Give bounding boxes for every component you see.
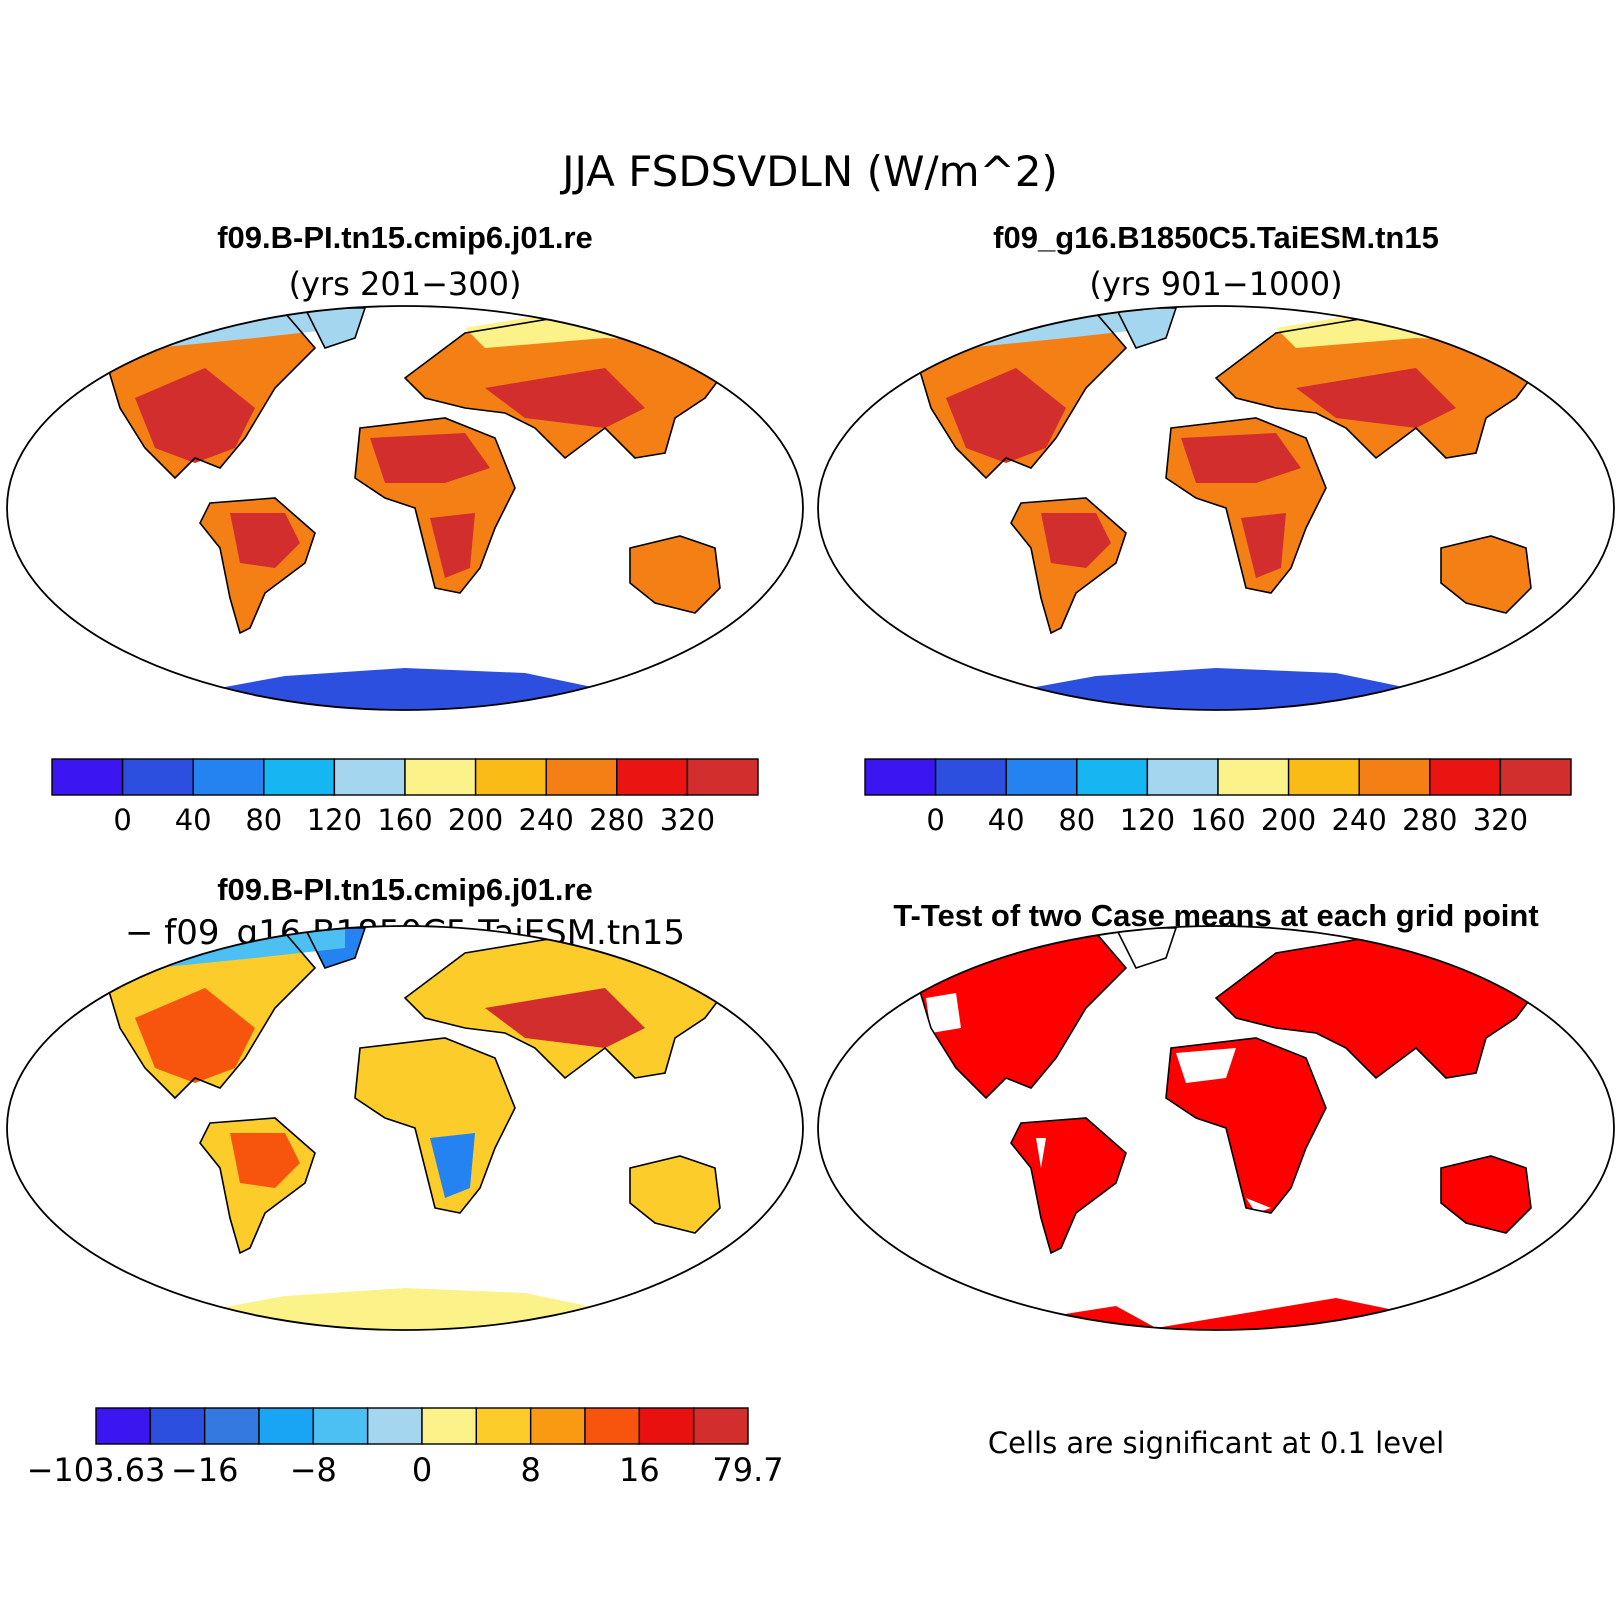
panel-title: f09_g16.B1850C5.TaiESM.tn15 bbox=[993, 220, 1439, 255]
panel-case1: f09.B-PI.tn15.cmip6.j01.re (yrs 201−300)… bbox=[6, 220, 804, 837]
colorbar-label: 280 bbox=[1402, 803, 1457, 837]
colorbar-label: 8 bbox=[520, 1451, 540, 1489]
colorbar-swatch bbox=[474, 758, 547, 796]
colorbar-label: 240 bbox=[1332, 803, 1387, 837]
colorbar-swatch bbox=[638, 1407, 695, 1445]
panel-case2: f09_g16.B1850C5.TaiESM.tn15 (yrs 901−100… bbox=[817, 220, 1615, 837]
panel-ttest: T-Test of two Case means at each grid po… bbox=[817, 898, 1615, 1460]
colorbar-label: 120 bbox=[1120, 803, 1175, 837]
colorbar-swatch bbox=[263, 758, 336, 796]
panel-subtitle: (yrs 901−1000) bbox=[1089, 265, 1342, 303]
significance-note: Cells are significant at 0.1 level bbox=[988, 1426, 1444, 1460]
panel-title: f09.B-PI.tn15.cmip6.j01.re bbox=[217, 872, 593, 907]
colorbar-swatch bbox=[51, 758, 124, 796]
colorbar-swatch bbox=[95, 1407, 152, 1445]
colorbar-case1: 0 40 80 120 160 200 240 280 320 bbox=[51, 758, 759, 837]
colorbar-swatch bbox=[1358, 758, 1431, 796]
colorbar-label: 320 bbox=[1473, 803, 1528, 837]
colorbar-swatch bbox=[864, 758, 937, 796]
colorbar-swatch bbox=[121, 758, 194, 796]
colorbar-label: 40 bbox=[175, 803, 212, 837]
colorbar-swatch bbox=[404, 758, 477, 796]
colorbar-swatch bbox=[333, 758, 406, 796]
figure-title: JJA FSDSVDLN (W/m^2) bbox=[559, 147, 1058, 196]
colorbar-swatch bbox=[192, 758, 265, 796]
map-case2 bbox=[818, 306, 1614, 710]
colorbar-swatch bbox=[366, 1407, 423, 1445]
map-case1 bbox=[7, 306, 803, 710]
colorbar-swatch bbox=[149, 1407, 206, 1445]
colorbar-swatch bbox=[1429, 758, 1502, 796]
colorbar-label: 0 bbox=[113, 803, 131, 837]
colorbar-label: 40 bbox=[988, 803, 1025, 837]
colorbar-label: −8 bbox=[290, 1451, 337, 1489]
colorbar-swatch bbox=[1146, 758, 1219, 796]
colorbar-swatch bbox=[1499, 758, 1572, 796]
colorbar-label: 16 bbox=[619, 1451, 660, 1489]
colorbar-swatch bbox=[1076, 758, 1149, 796]
colorbar-label: 80 bbox=[245, 803, 282, 837]
panel-subtitle: (yrs 201−300) bbox=[289, 265, 522, 303]
colorbar-label: 120 bbox=[307, 803, 362, 837]
colorbar-label: −103.63 bbox=[27, 1451, 166, 1489]
colorbar-swatch bbox=[421, 1407, 478, 1445]
colorbar-swatch bbox=[1005, 758, 1078, 796]
colorbar-swatch bbox=[203, 1407, 260, 1445]
colorbar-label: 320 bbox=[660, 803, 715, 837]
colorbar-swatch bbox=[616, 758, 689, 796]
panel-title: f09.B-PI.tn15.cmip6.j01.re bbox=[217, 220, 593, 255]
colorbar-swatch bbox=[1287, 758, 1360, 796]
panel-difference: f09.B-PI.tn15.cmip6.j01.re − f09_g16.B18… bbox=[6, 872, 804, 1489]
colorbar-label: 0 bbox=[412, 1451, 432, 1489]
colorbar-label: 160 bbox=[1190, 803, 1245, 837]
colorbar-label: 80 bbox=[1058, 803, 1095, 837]
map-difference bbox=[7, 926, 803, 1330]
colorbar-swatch bbox=[312, 1407, 369, 1445]
colorbar-swatch bbox=[692, 1407, 749, 1445]
colorbar-label: −16 bbox=[171, 1451, 239, 1489]
colorbar-swatch bbox=[584, 1407, 641, 1445]
colorbar-label: 79.7 bbox=[712, 1451, 783, 1489]
colorbar-label: 280 bbox=[589, 803, 644, 837]
colorbar-label: 160 bbox=[377, 803, 432, 837]
colorbar-swatch bbox=[934, 758, 1007, 796]
colorbar-label: 200 bbox=[448, 803, 503, 837]
colorbar-swatch bbox=[475, 1407, 532, 1445]
colorbar-swatch bbox=[1217, 758, 1290, 796]
colorbar-swatch bbox=[258, 1407, 315, 1445]
colorbar-label: 240 bbox=[519, 803, 574, 837]
colorbar-swatch bbox=[686, 758, 759, 796]
colorbar-case2: 0 40 80 120 160 200 240 280 320 bbox=[864, 758, 1572, 837]
colorbar-label: 200 bbox=[1261, 803, 1316, 837]
colorbar-swatch bbox=[545, 758, 618, 796]
colorbar-difference: −103.63 −16 −8 0 8 16 79.7 bbox=[27, 1407, 784, 1489]
colorbar-label: 0 bbox=[926, 803, 944, 837]
map-ttest bbox=[818, 926, 1614, 1330]
colorbar-swatch bbox=[529, 1407, 586, 1445]
